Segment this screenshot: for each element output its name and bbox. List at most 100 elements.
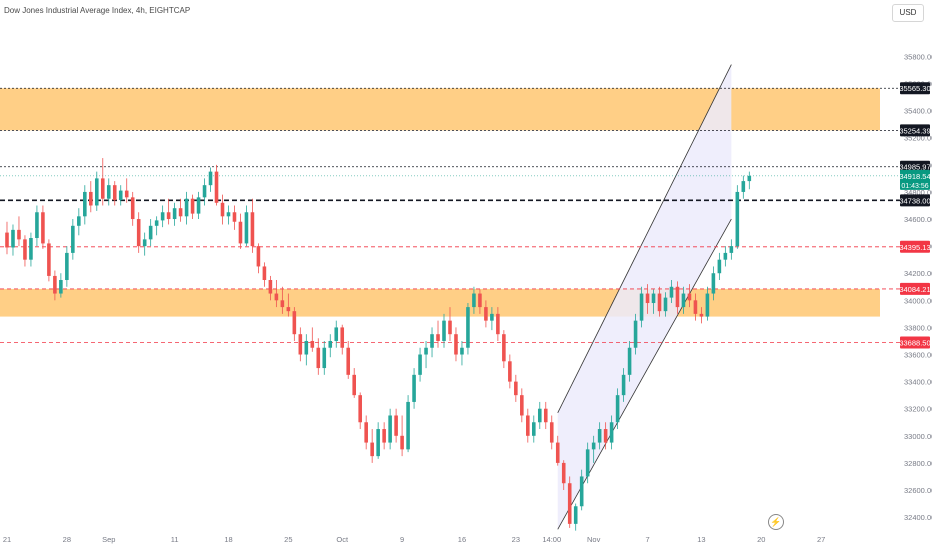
- candle-body-108: [651, 293, 656, 304]
- level-label-4: 34395.13: [899, 243, 930, 252]
- candle-body-55: [334, 327, 339, 341]
- x-tick-13: 13: [697, 535, 705, 544]
- candle-body-69: [418, 354, 422, 375]
- level-label-bg-0: [900, 82, 930, 95]
- candle-body-106: [639, 293, 644, 321]
- y-tick-33000: 33000.00: [904, 432, 932, 441]
- candle-body-11: [71, 225, 75, 253]
- candle-body-73: [442, 320, 446, 341]
- candle-body-95: [573, 506, 578, 524]
- candle-body-113: [681, 293, 686, 308]
- candle-body-101: [609, 422, 614, 443]
- y-tick-33400: 33400.00: [904, 378, 932, 387]
- last-price-bg: [900, 169, 930, 190]
- x-tick-21: 21: [3, 535, 11, 544]
- candle-body-74: [448, 320, 452, 335]
- time-axis[interactable]: 21 28 Sep 11 18 25 Oct 9 16 23 14:00 Nov 7 13 20 27: [3, 535, 825, 544]
- candle-body-62: [376, 429, 380, 457]
- x-tick-16: 16: [458, 535, 466, 544]
- candle-body-67: [406, 401, 410, 450]
- y-tick-34000: 34000.00: [904, 296, 932, 305]
- candle-body-79: [478, 293, 482, 308]
- y-tick-33600: 33600.00: [904, 351, 932, 360]
- y-tick-34200: 34200.00: [904, 269, 932, 278]
- level-label-bg-2: [900, 160, 930, 173]
- candle-body-14: [89, 191, 93, 206]
- y-tick-35400: 35400.00: [904, 107, 932, 116]
- candle-body-68: [412, 374, 416, 402]
- candle-body-47: [286, 307, 291, 312]
- candle-body-122: [735, 191, 740, 247]
- price-labels: 35565.30 35254.39 34985.97 34738.00 34395.13…: [899, 82, 931, 349]
- candle-body-1: [11, 229, 15, 248]
- candle-body-3: [23, 239, 27, 260]
- x-tick-11: 11: [171, 535, 179, 544]
- candle-body-41: [250, 212, 255, 247]
- x-tick-28: 28: [63, 535, 71, 544]
- candle-body-111: [669, 286, 674, 298]
- candle-body-12: [77, 216, 81, 226]
- candle-body-27: [166, 212, 171, 220]
- candle-body-52: [316, 347, 321, 369]
- candle-body-104: [627, 347, 632, 375]
- candle-body-36: [220, 202, 225, 217]
- candle-body-19: [118, 190, 123, 201]
- candle-body-9: [59, 280, 63, 294]
- candle-body-21: [130, 197, 135, 220]
- countdown-label: 01:43:56: [901, 183, 928, 190]
- y-tick-33800: 33800.00: [904, 323, 932, 332]
- candle-body-38: [232, 212, 237, 222]
- level-label-bg-3: [900, 194, 930, 207]
- lightning-icon[interactable]: ⚡: [768, 514, 784, 530]
- candle-body-81: [490, 313, 494, 321]
- candle-body-61: [370, 442, 374, 457]
- candle-body-16: [100, 178, 105, 199]
- candle-body-4: [29, 238, 33, 260]
- channel-upper-line: [557, 64, 732, 413]
- candle-body-93: [561, 462, 566, 484]
- candle-body-0: [5, 232, 9, 248]
- candle-body-5: [35, 212, 39, 238]
- candle-body-99: [597, 429, 602, 443]
- candle-body-112: [675, 286, 680, 308]
- candle-body-119: [717, 259, 722, 274]
- candle-body-18: [112, 185, 117, 201]
- candle-body-94: [567, 483, 572, 524]
- last-price-label: 34918.54: [899, 172, 930, 181]
- candle-body-72: [436, 334, 440, 341]
- candle-body-84: [508, 361, 512, 382]
- candle-body-116: [699, 313, 704, 317]
- candle-body-121: [729, 246, 734, 253]
- candle-body-7: [47, 243, 51, 276]
- candle-body-86: [520, 395, 524, 416]
- candle-body-97: [585, 449, 590, 477]
- candle-body-70: [424, 347, 428, 355]
- currency-button[interactable]: USD: [892, 4, 924, 22]
- chart-title: Dow Jones Industrial Average Index, 4h, …: [4, 6, 191, 15]
- x-tick-Oct: Oct: [336, 535, 349, 544]
- candle-body-28: [172, 208, 177, 220]
- y-tick-32800: 32800.00: [904, 459, 932, 468]
- level-label-bg-1: [900, 124, 930, 137]
- candle-body-76: [460, 347, 464, 355]
- candle-body-46: [280, 300, 285, 308]
- candle-body-26: [160, 212, 165, 221]
- candle-body-8: [53, 275, 57, 294]
- candle-body-17: [106, 185, 111, 199]
- channel-fill: [557, 64, 732, 530]
- y-tick-35800: 35800.00: [904, 52, 932, 61]
- level-label-0: 35565.30: [899, 84, 930, 93]
- x-tick-7: 7: [645, 535, 649, 544]
- candle-body-43: [262, 266, 267, 280]
- candle-body-88: [532, 422, 536, 436]
- candle-body-107: [645, 293, 650, 304]
- candle-body-96: [579, 476, 584, 507]
- candle-body-2: [17, 229, 21, 240]
- candle-body-39: [238, 221, 243, 244]
- candle-body-80: [484, 307, 488, 321]
- candle-body-71: [430, 334, 434, 348]
- candle-body-57: [346, 347, 351, 375]
- x-tick-20: 20: [757, 535, 765, 544]
- y-tick-32400: 32400.00: [904, 513, 932, 522]
